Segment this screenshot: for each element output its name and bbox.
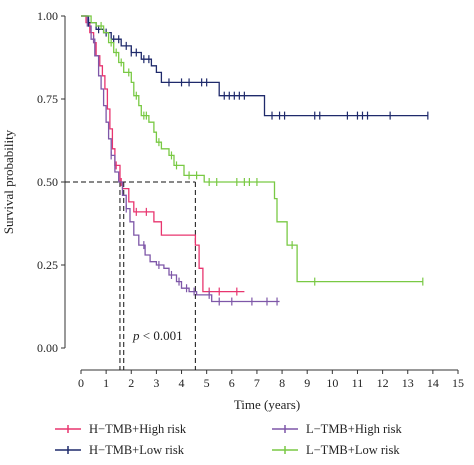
p-label: p: [132, 328, 140, 343]
x-tick-label: 0: [78, 376, 84, 390]
legend-item: L−TMB+Low risk: [272, 443, 400, 457]
legend-label: L−TMB+High risk: [306, 422, 402, 436]
series-1: [81, 15, 245, 296]
x-tick-label: 13: [402, 376, 414, 390]
legend-label: L−TMB+Low risk: [306, 443, 400, 457]
x-tick-label: 7: [254, 376, 260, 390]
survival-curve: [81, 15, 428, 117]
x-tick-label: 9: [304, 376, 310, 390]
legend-label: H−TMB+High risk: [89, 422, 187, 436]
legend-item: L−TMB+High risk: [272, 422, 402, 436]
annotation-layer: p < 0.001: [132, 328, 183, 343]
y-tick-label: 0.25: [37, 258, 58, 272]
p-value-text: < 0.001: [140, 328, 183, 343]
y-axis-title: Survival probability: [1, 129, 16, 234]
series-2: [81, 15, 280, 306]
x-tick-label: 10: [326, 376, 338, 390]
y-tick-label: 0.00: [37, 341, 58, 355]
survival-curve: [81, 15, 280, 303]
x-tick-label: 2: [128, 376, 134, 390]
y-tick-label: 1.00: [37, 9, 58, 23]
x-tick-label: 1: [103, 376, 109, 390]
y-tick-label: 0.50: [37, 175, 58, 189]
legend: H−TMB+High risk L−TMB+High risk H−TMB+Low …: [55, 422, 402, 457]
survival-curve: [81, 15, 245, 293]
x-tick-label: 14: [427, 376, 439, 390]
series-layer: [81, 15, 429, 306]
legend-item: H−TMB+Low risk: [55, 443, 185, 457]
x-tick-label: 15: [452, 376, 464, 390]
x-tick-label: 3: [153, 376, 159, 390]
p-value-annotation: p < 0.001: [132, 328, 183, 343]
x-tick-label: 12: [377, 376, 389, 390]
x-tick-label: 6: [229, 376, 235, 390]
legend-label: H−TMB+Low risk: [89, 443, 185, 457]
x-tick-label: 5: [204, 376, 210, 390]
series-3: [81, 15, 429, 120]
survival-curve: [81, 15, 423, 283]
axis-titles: Time (years) Survival probability: [1, 129, 300, 412]
series-4: [81, 15, 424, 286]
x-tick-label: 11: [352, 376, 364, 390]
y-tick-label: 0.75: [37, 92, 58, 106]
median-reference-lines: [65, 181, 196, 370]
legend-item: H−TMB+High risk: [55, 422, 187, 436]
x-tick-label: 4: [179, 376, 185, 390]
x-axis-title: Time (years): [234, 397, 300, 412]
x-tick-label: 8: [279, 376, 285, 390]
